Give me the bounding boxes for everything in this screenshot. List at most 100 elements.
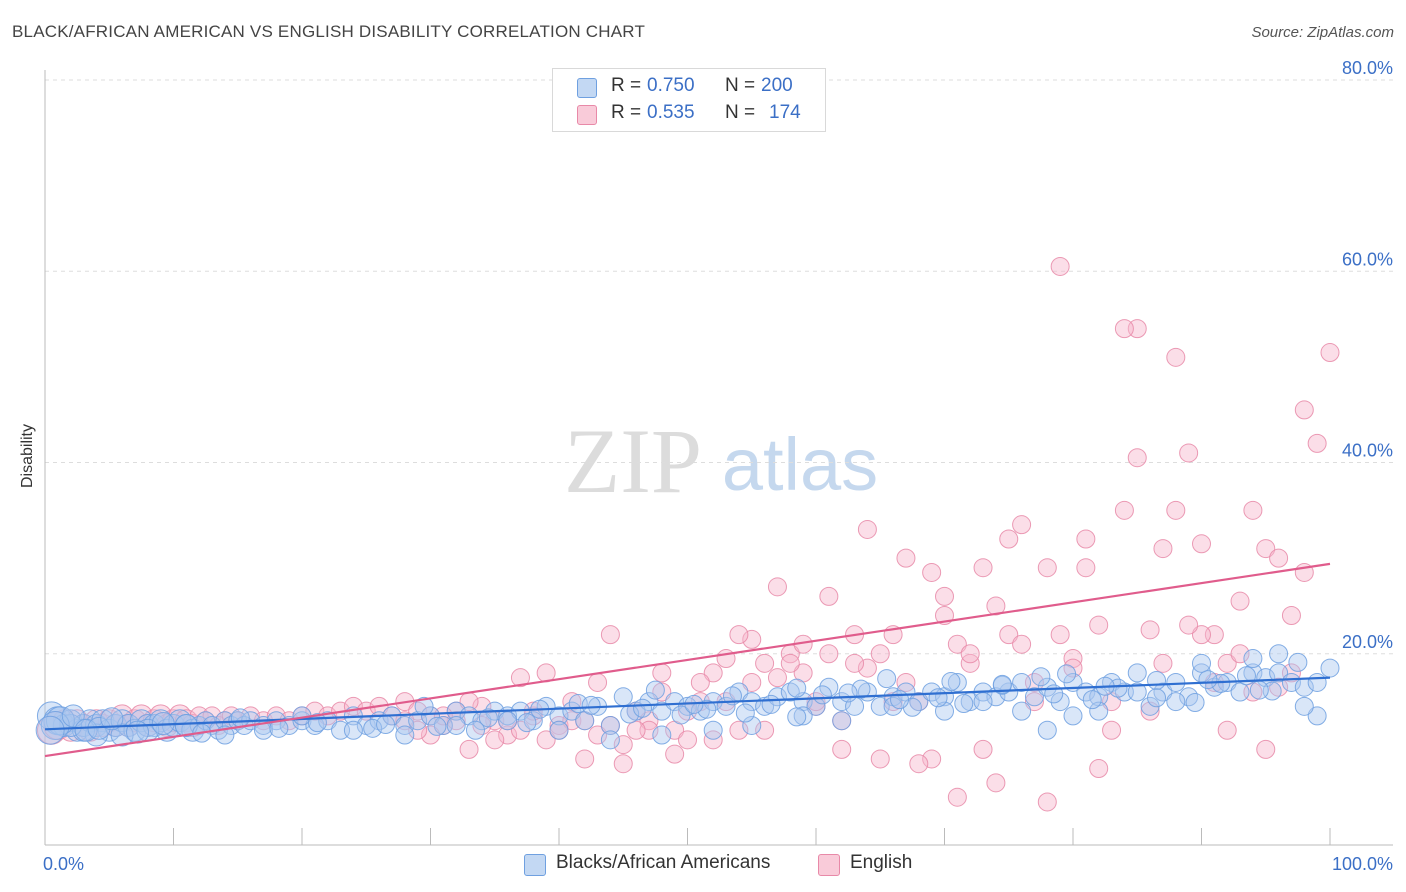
english-point — [896, 548, 916, 568]
black-point — [735, 703, 755, 723]
black-point — [110, 723, 134, 747]
x-tick-label: 100.0% — [1332, 854, 1393, 874]
english-point — [510, 720, 530, 740]
english-point — [1192, 625, 1211, 645]
black-point — [1089, 701, 1109, 721]
black-point — [478, 708, 498, 728]
english-point — [600, 625, 620, 645]
english-point — [947, 634, 967, 654]
english-point — [819, 644, 839, 664]
y-tick-label: 40.0% — [1342, 441, 1393, 461]
english-point — [639, 711, 659, 731]
n-value: 200 — [761, 75, 793, 96]
english-point — [832, 739, 852, 759]
black-point — [645, 680, 665, 700]
english-point — [1217, 720, 1237, 740]
black-point — [421, 706, 440, 726]
x-tick-label: 0.0% — [43, 854, 84, 874]
english-point — [1076, 558, 1096, 578]
english-point — [870, 644, 890, 664]
english-point — [755, 653, 775, 673]
black-point — [1031, 667, 1051, 687]
black-point — [793, 706, 813, 726]
legend-swatch-english — [818, 854, 840, 876]
english-point — [973, 558, 993, 578]
chart-title: BLACK/AFRICAN AMERICAN VS ENGLISH DISABI… — [12, 22, 646, 41]
black-point — [395, 715, 415, 735]
english-point — [767, 668, 787, 688]
english-point — [742, 629, 762, 649]
black-point — [1050, 692, 1070, 712]
black-point — [819, 677, 839, 697]
black-point — [941, 671, 961, 691]
chart-source: Source: ZipAtlas.com — [1251, 24, 1394, 41]
black-point — [1307, 706, 1327, 726]
black-point — [600, 715, 620, 735]
english-point — [1089, 759, 1109, 778]
black-point — [787, 678, 807, 698]
black-point — [1269, 663, 1289, 683]
black-point — [408, 711, 428, 731]
black-point — [414, 696, 434, 716]
english-point — [819, 586, 839, 606]
english-point — [780, 653, 800, 673]
black-point — [1269, 644, 1289, 664]
english-point — [1140, 620, 1160, 640]
n-label: N = — [725, 75, 756, 96]
english-point — [845, 653, 865, 673]
english-point — [1256, 739, 1276, 759]
english-point — [1320, 343, 1340, 363]
english-point — [896, 672, 916, 692]
english-point — [1307, 433, 1327, 453]
english-point — [935, 586, 954, 606]
english-point — [1217, 653, 1237, 673]
english-point — [1269, 548, 1289, 568]
black-point — [1307, 672, 1327, 692]
english-point — [1230, 591, 1250, 611]
english-point — [485, 730, 505, 750]
black-point — [722, 686, 742, 706]
y-tick-label: 20.0% — [1342, 632, 1393, 652]
black-point — [1082, 690, 1102, 710]
y-tick-label: 80.0% — [1342, 58, 1393, 78]
watermark: ZIP atlas — [564, 410, 878, 512]
black-point — [1024, 687, 1044, 707]
black-point — [1012, 701, 1032, 721]
black-point — [465, 720, 485, 740]
english-point — [1076, 529, 1096, 549]
black-point — [1147, 671, 1167, 691]
y-tick-label: 60.0% — [1342, 249, 1393, 269]
english-point — [999, 625, 1019, 645]
black-point — [992, 674, 1012, 694]
english-point — [909, 754, 929, 774]
black-point — [517, 713, 537, 733]
english-point — [498, 725, 518, 745]
english-point — [922, 749, 942, 769]
y-tick-labels: 20.0% 40.0% 60.0% 80.0% — [1342, 58, 1393, 652]
english-point — [1050, 256, 1070, 276]
english-point — [1166, 500, 1186, 520]
english-point — [1037, 558, 1057, 578]
black-point — [549, 706, 569, 726]
english-point — [1050, 625, 1070, 645]
english-point — [678, 730, 697, 750]
black-point — [1166, 672, 1186, 692]
english-point — [652, 663, 672, 683]
english-point — [562, 692, 582, 712]
black-point — [600, 730, 620, 750]
black-point — [168, 709, 192, 733]
english-point — [999, 529, 1019, 549]
english-point — [729, 720, 749, 740]
black-point — [446, 701, 466, 721]
black-point — [1057, 664, 1077, 684]
english-point — [181, 713, 205, 737]
r-value: 0.750 — [647, 75, 695, 96]
english-point — [459, 739, 479, 759]
black-point — [973, 692, 993, 712]
english-point — [1114, 319, 1134, 339]
black-point — [376, 715, 396, 735]
english-point — [703, 730, 723, 750]
english-point — [1256, 539, 1276, 559]
black-point — [1198, 670, 1218, 690]
